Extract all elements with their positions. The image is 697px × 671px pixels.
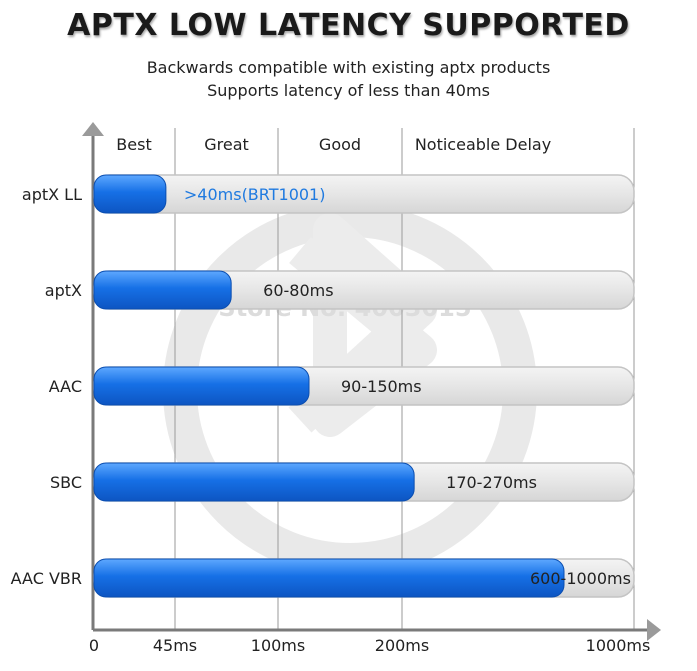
bar — [93, 462, 415, 502]
x-tick-label: 45ms — [153, 636, 197, 655]
category-label: AAC VBR — [11, 569, 82, 588]
y-axis-arrow-icon — [82, 122, 104, 136]
band-label: Noticeable Delay — [415, 135, 551, 154]
x-tick-label: 200ms — [375, 636, 429, 655]
band-label: Great — [204, 135, 249, 154]
x-axis-arrow-icon — [647, 619, 661, 641]
category-label: aptX — [45, 281, 82, 300]
value-label: 170-270ms — [446, 473, 537, 492]
x-tick-label: 0 — [89, 636, 99, 655]
band-label: Good — [319, 135, 361, 154]
category-label: aptX LL — [22, 185, 82, 204]
page-title: APTX LOW LATENCY SUPPORTED — [67, 8, 630, 43]
bar — [93, 270, 232, 310]
category-label: AAC — [49, 377, 82, 396]
value-label: 600-1000ms — [530, 569, 631, 588]
band-label: Best — [116, 135, 151, 154]
bar — [93, 366, 310, 406]
watermark-bluetooth-mark — [288, 213, 437, 437]
category-label: SBC — [50, 473, 82, 492]
x-tick-label: 100ms — [251, 636, 305, 655]
subtitle-line-1: Backwards compatible with existing aptx … — [146, 58, 551, 77]
bar-track — [93, 174, 635, 214]
subtitle-line-2: Supports latency of less than 40ms — [207, 81, 490, 100]
x-tick-label: 1000ms — [586, 636, 651, 655]
bar — [93, 174, 167, 214]
bar — [93, 558, 565, 598]
value-label: >40ms(BRT1001) — [184, 185, 326, 204]
value-label: 90-150ms — [341, 377, 422, 396]
value-label: 60-80ms — [263, 281, 333, 300]
